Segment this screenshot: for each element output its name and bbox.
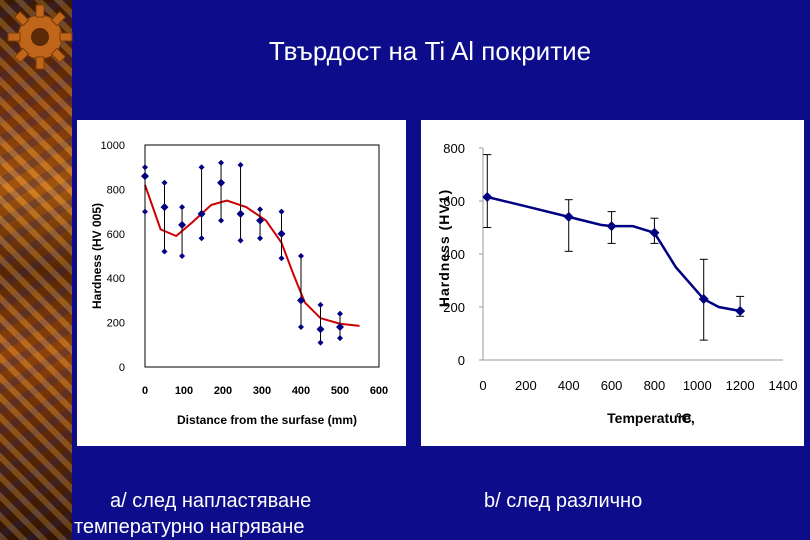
data-point bbox=[256, 216, 265, 225]
error-cap bbox=[337, 310, 343, 317]
data-point bbox=[735, 305, 746, 316]
decorative-side-strip bbox=[0, 0, 72, 540]
data-point bbox=[197, 209, 206, 218]
data-point bbox=[698, 294, 709, 305]
caption-right: b/ след различно bbox=[484, 488, 784, 514]
x-tick-label: 1200 bbox=[726, 378, 755, 393]
series-line bbox=[486, 195, 741, 313]
data-point bbox=[563, 211, 574, 222]
x-tick-label: 600 bbox=[601, 378, 623, 393]
y-tick-label: 600 bbox=[107, 229, 125, 241]
x-tick-label: 200 bbox=[515, 378, 537, 393]
plot-frame bbox=[144, 144, 380, 368]
data-point bbox=[160, 203, 169, 212]
data-point bbox=[482, 192, 493, 203]
y-tick-label: 0 bbox=[119, 362, 125, 374]
x-tick-label: 200 bbox=[214, 385, 232, 397]
decorative-mosaic bbox=[0, 0, 72, 540]
y-tick-label: 400 bbox=[107, 273, 125, 285]
data-point bbox=[336, 323, 344, 332]
error-cap bbox=[142, 164, 148, 171]
error-cap bbox=[298, 324, 304, 331]
data-point bbox=[316, 325, 325, 334]
error-cap bbox=[337, 335, 343, 342]
error-cap bbox=[161, 179, 168, 186]
caption-left-line1: a/ след напластяване bbox=[110, 490, 312, 512]
x-tick-label: 600 bbox=[370, 385, 388, 397]
error-cap bbox=[237, 161, 244, 168]
y-tick-label: 600 bbox=[443, 194, 465, 209]
caption-right-line1: b/ след различно bbox=[484, 490, 643, 512]
y-tick-label: 800 bbox=[443, 141, 465, 156]
error-cap bbox=[142, 208, 148, 215]
chart-a-panel: 0 100 200 300 400 500 600 0 200 400 600 800 1000 Dis… bbox=[77, 120, 406, 446]
x-tick-label: 400 bbox=[292, 385, 310, 397]
error-cap bbox=[257, 206, 264, 213]
data-point bbox=[236, 209, 245, 218]
error-cap bbox=[198, 164, 205, 171]
data-point bbox=[297, 296, 305, 305]
x-axis-unit: °C bbox=[676, 410, 692, 426]
error-cap bbox=[257, 235, 264, 242]
error-cap bbox=[298, 253, 304, 259]
error-cap bbox=[278, 255, 285, 262]
x-tick-label: 400 bbox=[558, 378, 580, 393]
data-point bbox=[141, 172, 149, 181]
data-point bbox=[606, 221, 617, 232]
error-cap bbox=[179, 253, 186, 259]
data-point bbox=[649, 227, 660, 238]
x-tick-label: 500 bbox=[331, 385, 349, 397]
y-tick-label: 800 bbox=[107, 184, 125, 196]
error-cap bbox=[161, 248, 168, 255]
chart-a-hardness-vs-distance: 0 100 200 300 400 500 600 0 200 400 600 800 1000 Dis… bbox=[90, 140, 388, 427]
chart-b-panel: 0 200 400 600 800 0 200 400 600 800 1000 1200 1400 T… bbox=[421, 120, 804, 446]
x-tick-label: 100 bbox=[175, 385, 193, 397]
error-cap bbox=[218, 217, 225, 224]
x-tick-label: 1400 bbox=[769, 378, 798, 393]
y-tick-label: 0 bbox=[458, 353, 465, 368]
y-axis-label: Hardness (HV1) bbox=[436, 189, 452, 307]
error-cap bbox=[317, 301, 324, 308]
data-point bbox=[178, 220, 187, 229]
data-point bbox=[217, 178, 226, 187]
y-tick-label: 400 bbox=[443, 247, 465, 262]
x-tick-label: 0 bbox=[142, 385, 148, 397]
x-axis-label: Temperature, bbox=[607, 410, 695, 426]
gear-icon bbox=[7, 4, 73, 70]
caption-left: a/ след напластяване температурно нагряв… bbox=[74, 488, 374, 540]
x-tick-label: 1000 bbox=[683, 378, 712, 393]
y-tick-label: 200 bbox=[443, 300, 465, 315]
x-tick-label: 800 bbox=[644, 378, 666, 393]
fit-curve bbox=[144, 184, 360, 327]
data-point bbox=[277, 229, 286, 238]
x-axis-label: Distance from the surfase (mm) bbox=[177, 413, 357, 427]
y-tick-label: 200 bbox=[107, 318, 125, 330]
error-cap bbox=[179, 204, 186, 211]
error-cap bbox=[317, 339, 324, 346]
error-cap bbox=[237, 237, 244, 244]
chart-b-hardness-vs-temperature: 0 200 400 600 800 0 200 400 600 800 1000 1200 1400 T… bbox=[436, 141, 798, 426]
x-tick-label: 0 bbox=[479, 378, 486, 393]
error-cap bbox=[218, 159, 225, 166]
y-axis-label: Hardness (HV 005) bbox=[90, 203, 104, 309]
x-tick-label: 300 bbox=[253, 385, 271, 397]
error-cap bbox=[198, 235, 205, 242]
slide-title: Твърдост на Ti Al покритие bbox=[268, 36, 592, 66]
error-cap bbox=[278, 208, 285, 215]
caption-left-line2: температурно нагряване bbox=[74, 516, 305, 538]
y-tick-label: 1000 bbox=[101, 140, 125, 152]
